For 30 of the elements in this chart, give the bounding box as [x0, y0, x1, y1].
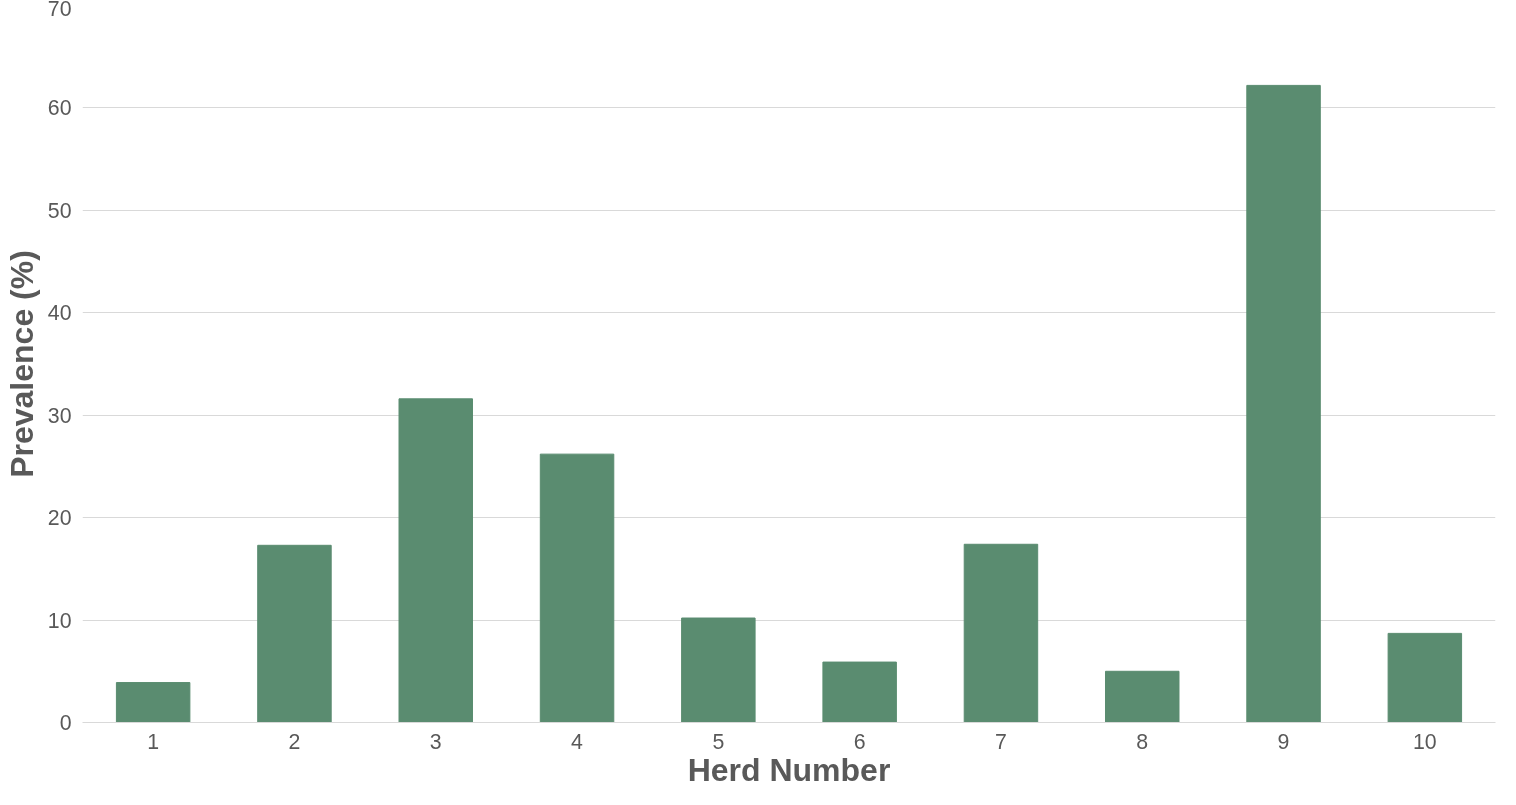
x-tick-label: 3 [429, 729, 442, 754]
bar [539, 453, 615, 723]
y-tick-label: 30 [47, 403, 72, 428]
bar [398, 398, 473, 723]
bar [681, 617, 756, 723]
x-axis-title: Herd Number [687, 751, 891, 788]
x-tick-label: 8 [1136, 729, 1149, 754]
x-tick-label: 2 [288, 729, 301, 754]
x-tick-label: 6 [853, 729, 866, 754]
x-tick-label: 4 [571, 729, 584, 754]
bar [963, 543, 1039, 723]
bar [1387, 632, 1463, 723]
x-tick-label: 9 [1277, 729, 1290, 754]
y-axis-title: Prevalence (%) [3, 250, 40, 478]
y-tick-label: 70 [47, 0, 72, 21]
y-tick-label: 10 [47, 608, 72, 633]
y-tick-label: 50 [47, 198, 72, 223]
bar [1105, 670, 1180, 723]
y-tick-label: 0 [59, 711, 72, 735]
x-tick-label: 10 [1412, 729, 1437, 754]
bar [115, 682, 191, 723]
bar [822, 661, 897, 723]
y-tick-label: 20 [47, 506, 72, 531]
bar [257, 544, 332, 723]
y-tick-label: 40 [47, 301, 72, 326]
bar [1246, 84, 1321, 723]
x-tick-label: 7 [995, 729, 1007, 754]
y-tick-label: 60 [47, 96, 72, 121]
x-tick-label: 5 [712, 729, 725, 754]
x-tick-label: 1 [147, 729, 160, 754]
